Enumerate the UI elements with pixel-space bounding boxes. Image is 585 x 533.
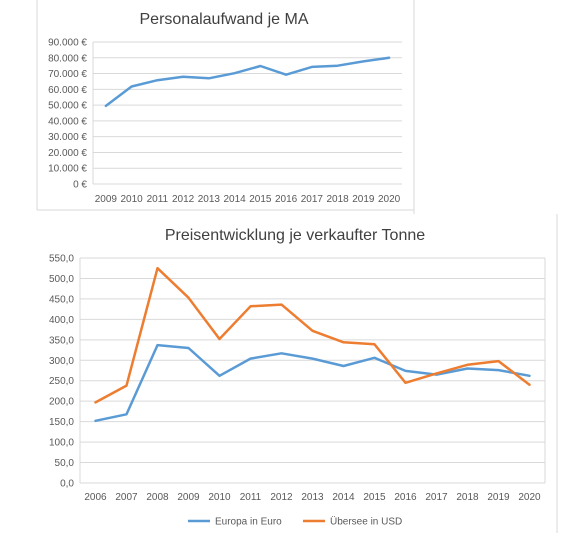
chart2-y-ticks: 0,0 50,0 100,0 150,0 200,0 250,0 300,0 350,0 400… bbox=[49, 254, 74, 490]
chart2-y-tick-label: 450,0 bbox=[49, 294, 74, 305]
chart2-x-tick-label: 2017 bbox=[425, 492, 448, 503]
chart1-series-0-line bbox=[104, 56, 391, 108]
chart2-legend-label-1: Übersee in USD bbox=[330, 516, 402, 528]
chart1-x-tick-label: 2020 bbox=[378, 194, 401, 205]
chart2-series-0-line bbox=[94, 343, 531, 423]
chart1-x-tick-label: 2019 bbox=[352, 194, 375, 205]
chart1: Personalaufwand je MA 0 € 10.000 € 20.000 … bbox=[36, 0, 415, 211]
chart2-y-tick-label: 200,0 bbox=[49, 397, 74, 408]
chart1-gridlines bbox=[92, 41, 402, 185]
chart2-x-tick-label: 2007 bbox=[115, 492, 138, 503]
chart1-x-tick-label: 2016 bbox=[275, 194, 298, 205]
chart1-series bbox=[104, 56, 391, 108]
chart1-y-tick-label: 10.000 € bbox=[48, 164, 87, 175]
chart1-x-tick-label: 2009 bbox=[95, 194, 118, 205]
chart2-x-tick-label: 2020 bbox=[518, 492, 541, 503]
chart2-y-tick-label: 0,0 bbox=[60, 479, 74, 490]
chart1-y-ticks: 0 € 10.000 € 20.000 € 30.000 € 40.000 € 50.00… bbox=[48, 38, 87, 191]
chart2-y-tick-label: 350,0 bbox=[49, 335, 74, 346]
chart2-title: Preisentwicklung je verkaufter Tonne bbox=[165, 227, 425, 244]
chart1-y-tick-label: 70.000 € bbox=[48, 69, 87, 80]
chart2-x-ticks: 2006 2007 2008 2009 2010 2011 2012 2013 2014 2015… bbox=[84, 492, 541, 503]
chart2-series-1-line bbox=[94, 266, 531, 404]
chart2-x-tick-label: 2013 bbox=[301, 492, 324, 503]
chart2-y-tick-label: 150,0 bbox=[49, 417, 74, 428]
chart1-title: Personalaufwand je MA bbox=[140, 11, 309, 28]
chart1-y-tick-label: 80.000 € bbox=[48, 53, 87, 64]
chart1-x-tick-label: 2018 bbox=[327, 194, 350, 205]
chart1-y-tick-label: 50.000 € bbox=[48, 101, 87, 112]
chart1-x-ticks: 2009 2010 2011 2012 2013 2014 2015 2016 2017 2018… bbox=[95, 194, 401, 205]
chart1-x-tick-label: 2014 bbox=[224, 194, 247, 205]
chart1-y-tick-label: 30.000 € bbox=[48, 132, 87, 143]
chart2-x-tick-label: 2011 bbox=[240, 492, 262, 503]
chart2-legend: Europa in Euro Übersee in USD bbox=[188, 516, 402, 528]
chart1-y-tick-label: 90.000 € bbox=[48, 38, 87, 49]
chart1-x-tick-label: 2015 bbox=[249, 194, 272, 205]
chart2-y-tick-label: 50,0 bbox=[55, 458, 75, 469]
chart2-x-tick-label: 2014 bbox=[332, 492, 355, 503]
chart2-x-tick-label: 2015 bbox=[363, 492, 386, 503]
chart2: Preisentwicklung je verkaufter Tonne 0,0… bbox=[49, 214, 558, 533]
chart1-y-tick-label: 40.000 € bbox=[48, 116, 87, 127]
chart2-x-tick-label: 2012 bbox=[270, 492, 293, 503]
chart2-y-tick-label: 250,0 bbox=[49, 376, 74, 387]
chart1-y-tick-label: 20.000 € bbox=[48, 148, 87, 159]
chart2-x-tick-label: 2009 bbox=[177, 492, 200, 503]
chart2-y-tick-label: 400,0 bbox=[49, 315, 74, 326]
chart1-x-tick-label: 2011 bbox=[147, 194, 169, 205]
chart2-gridlines bbox=[79, 257, 546, 484]
chart2-legend-label-0: Europa in Euro bbox=[215, 517, 282, 528]
chart1-x-tick-label: 2012 bbox=[172, 194, 195, 205]
chart2-x-tick-label: 2019 bbox=[487, 492, 510, 503]
chart2-y-tick-label: 100,0 bbox=[49, 438, 74, 449]
chart2-x-tick-label: 2010 bbox=[208, 492, 231, 503]
chart2-x-tick-label: 2016 bbox=[394, 492, 417, 503]
chart2-x-tick-label: 2018 bbox=[456, 492, 479, 503]
chart2-x-tick-label: 2006 bbox=[84, 492, 107, 503]
chart1-x-tick-label: 2017 bbox=[301, 194, 324, 205]
chart1-x-tick-label: 2013 bbox=[198, 194, 221, 205]
chart2-y-tick-label: 500,0 bbox=[49, 274, 74, 285]
chart2-series bbox=[94, 266, 531, 423]
chart2-y-tick-label: 300,0 bbox=[49, 356, 74, 367]
chart2-x-tick-label: 2008 bbox=[146, 492, 169, 503]
chart1-x-tick-label: 2010 bbox=[121, 194, 144, 205]
chart2-y-tick-label: 550,0 bbox=[49, 254, 74, 265]
chart1-y-tick-label: 0 € bbox=[73, 180, 87, 191]
chart1-y-tick-label: 60.000 € bbox=[48, 85, 87, 96]
